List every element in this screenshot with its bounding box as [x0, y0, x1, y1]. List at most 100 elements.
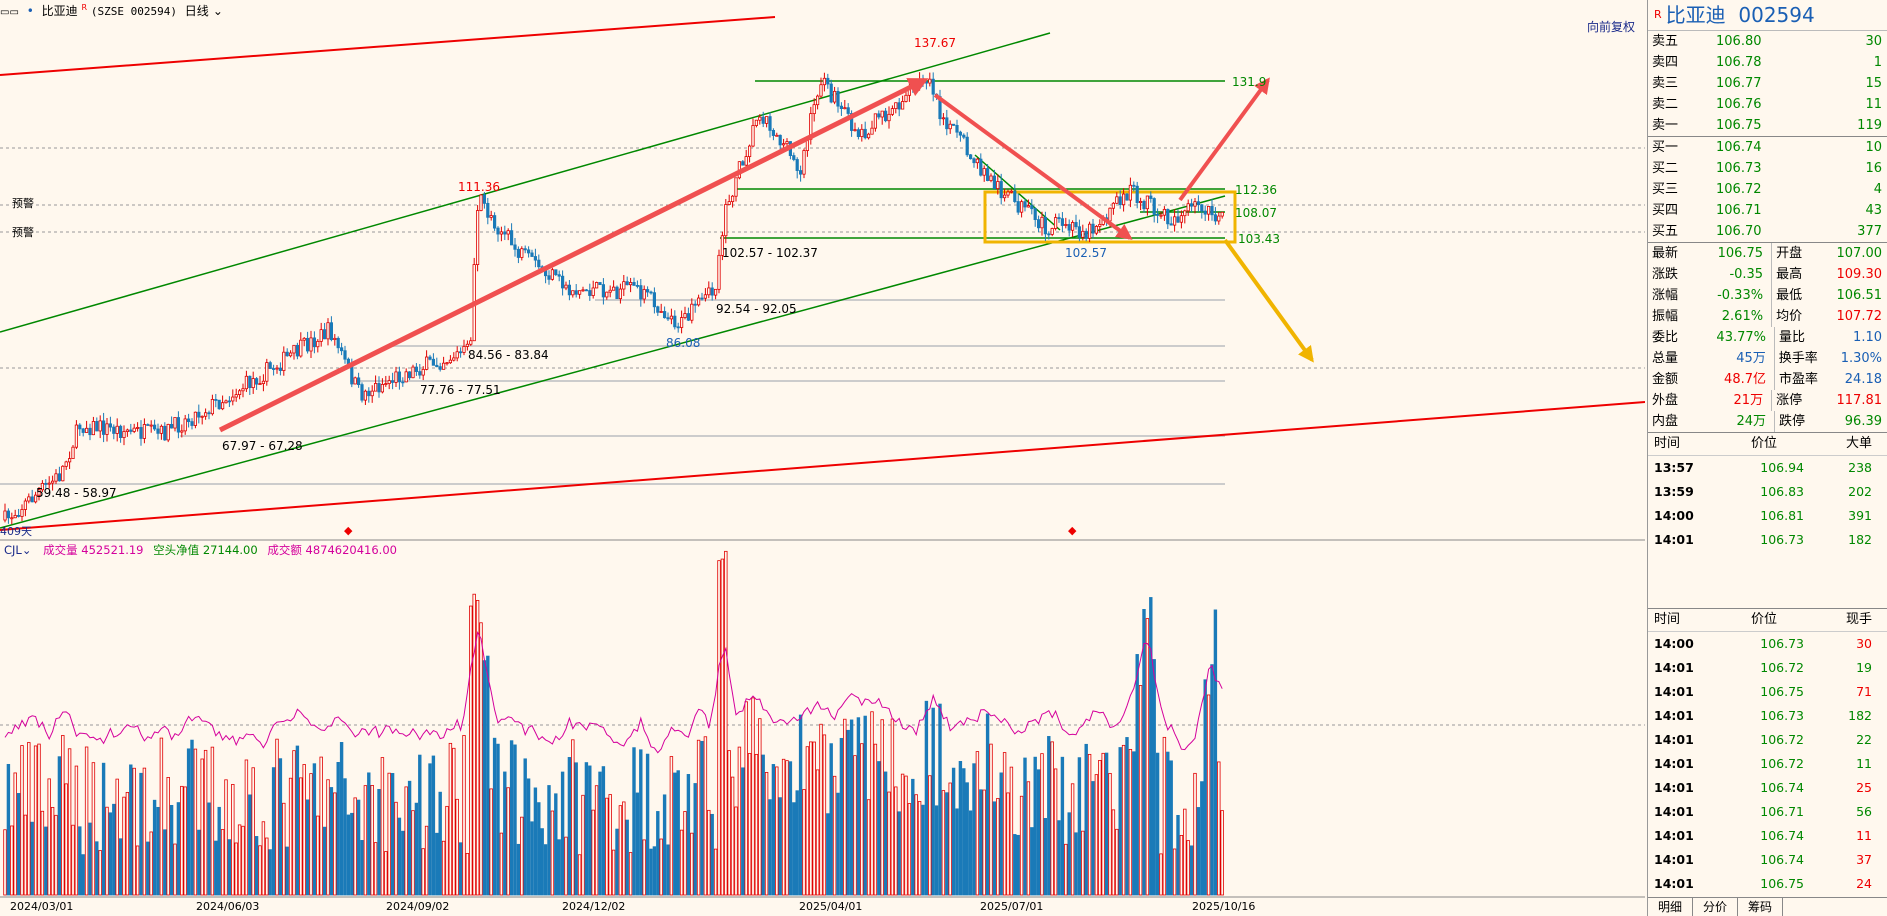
candle-body [363, 390, 368, 401]
volume-bar [122, 796, 126, 896]
volume-bar [207, 802, 211, 896]
volume-bar [639, 749, 643, 896]
label-111: 111.36 [458, 180, 500, 194]
volume-bar [577, 854, 582, 896]
candle-body [1071, 222, 1075, 231]
candle-body [503, 231, 507, 235]
volume-bar [900, 773, 905, 896]
volume-bar [146, 841, 150, 896]
candle-body [200, 415, 204, 418]
volume-bar [492, 737, 497, 896]
orderbook-row[interactable]: 卖一 106.75 119 [1648, 115, 1887, 136]
candle-body [1125, 193, 1129, 201]
orderbook-row[interactable]: 卖三 106.77 15 [1648, 73, 1887, 94]
volume-bar [815, 769, 820, 896]
candle-body [1013, 190, 1017, 202]
candle-body [85, 427, 89, 433]
big-order-row[interactable]: 13:59 106.83 202 [1654, 484, 1872, 499]
candle-body [965, 136, 969, 156]
x-tick: 2024/03/01 [10, 900, 74, 913]
volume-bar [482, 660, 487, 896]
label-103: 103.43 [1238, 232, 1280, 246]
candle-body [676, 326, 680, 329]
candle-body [724, 204, 728, 237]
orderbook-row[interactable]: 买二 106.73 16 [1648, 158, 1887, 179]
volume-bar [710, 813, 714, 896]
candle-body [802, 150, 806, 175]
candle-body [343, 350, 347, 360]
x-axis: 2024/03/01 2024/06/03 2024/09/02 2024/12… [0, 900, 1645, 916]
candle-body [1128, 184, 1132, 201]
volume-bar [224, 779, 228, 896]
tick-row: 14:01 106.72 22 [1654, 732, 1872, 747]
volume-bar [271, 767, 276, 896]
volume-bar [863, 715, 867, 896]
tick-list: 14:00 106.73 30 14:01 106.72 19 14:01 106.75 71 1… [1648, 632, 1887, 896]
orderbook-row[interactable]: 买一 106.74 10 [1648, 137, 1887, 158]
volume-bar [295, 745, 300, 896]
orderbook-row[interactable]: 买五 106.70 377 [1648, 221, 1887, 242]
volume-bar [812, 741, 816, 896]
candle-body [826, 77, 830, 85]
candlestick-chart[interactable]: ◆ ◆ [0, 0, 1645, 916]
candle-body [234, 394, 238, 398]
volume-bar [336, 762, 340, 896]
candle-body [156, 428, 160, 434]
candle-body [646, 289, 650, 293]
volume-bar [377, 788, 381, 896]
level-volume: 11 [1865, 97, 1882, 112]
candle-body [1030, 205, 1034, 210]
period-selector[interactable]: 日线 ⌄ [184, 4, 223, 18]
orderbook-row[interactable]: 卖四 106.78 1 [1648, 52, 1887, 73]
candle-body [513, 244, 517, 250]
candle-body [829, 83, 833, 103]
candle-body [248, 375, 252, 389]
candle-body [1210, 205, 1214, 216]
level-price: 106.75 [1716, 118, 1762, 133]
candle-body [152, 424, 157, 430]
candle-body [945, 117, 949, 130]
candle-body [1145, 195, 1149, 210]
panel-tab[interactable]: 分价 [1693, 898, 1739, 916]
chart-area[interactable]: ▭▭ • 比亚迪 R (SZSE 002594) 日线 ⌄ [0, 0, 1645, 916]
volume-bar [567, 757, 572, 896]
candle-body [71, 446, 75, 459]
level-price: 106.73 [1716, 161, 1762, 176]
volume-bar [118, 838, 123, 896]
volume-bar [1166, 751, 1170, 896]
candle-body [146, 424, 150, 426]
uptrend-arrow [218, 77, 929, 433]
orderbook-row[interactable]: 卖二 106.76 11 [1648, 94, 1887, 115]
big-order-row[interactable]: 14:00 106.81 391 [1654, 508, 1872, 523]
panel-tab[interactable]: 筹码 [1738, 898, 1784, 916]
volume-bar [1152, 659, 1156, 896]
candle-body [1060, 218, 1064, 226]
candle-body [1173, 216, 1177, 226]
candle-body [438, 366, 442, 370]
candle-body [1156, 214, 1160, 216]
big-order-row[interactable]: 13:57 106.94 238 [1654, 460, 1872, 475]
volume-bar [1002, 752, 1007, 896]
candle-body [1098, 224, 1102, 227]
volume-bar [962, 768, 966, 896]
volume-bar [839, 737, 844, 896]
volume-bar [700, 740, 704, 896]
indicator-selector[interactable]: CJL⌄ [4, 543, 32, 557]
adjust-label[interactable]: 向前复权 [1587, 20, 1636, 34]
orderbook-row[interactable]: 买四 106.71 43 [1648, 200, 1887, 221]
level-price: 106.71 [1716, 203, 1762, 218]
orderbook-row[interactable]: 买三 106.72 4 [1648, 179, 1887, 200]
candle-body [390, 380, 395, 383]
volume-bar [1033, 756, 1037, 896]
candle-body [720, 235, 725, 256]
level-volume: 30 [1865, 34, 1882, 49]
big-order-row[interactable]: 14:01 106.73 182 [1654, 532, 1872, 547]
x-tick: 2025/07/01 [980, 900, 1044, 913]
orderbook-row[interactable]: 卖五 106.80 30 [1648, 31, 1887, 52]
menu-icon[interactable]: ▭▭ [0, 7, 19, 18]
volume-bar [982, 789, 986, 896]
alert-label-1: 预警 [12, 197, 34, 210]
candle-body [465, 343, 470, 347]
panel-tab[interactable]: 明细 [1648, 898, 1694, 916]
volume-bar [608, 794, 612, 896]
